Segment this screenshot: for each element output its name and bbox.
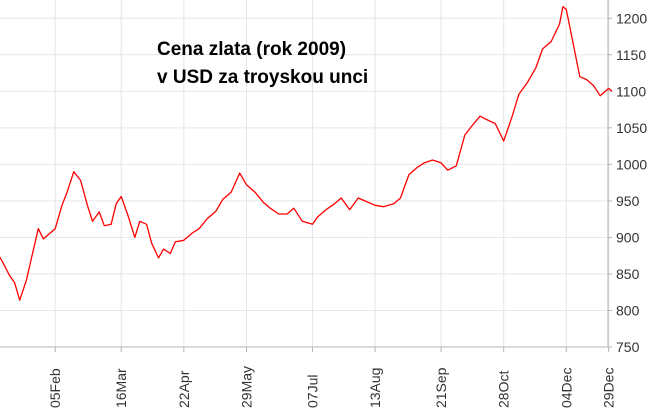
- y-tick-label: 950: [616, 193, 640, 209]
- x-tick-label: 13Aug: [367, 368, 383, 408]
- price-series: [0, 5, 613, 301]
- y-tick-label: 850: [616, 266, 640, 282]
- x-tick-label: 29Dec: [601, 368, 617, 408]
- axes: [0, 0, 612, 352]
- y-tick-label: 900: [616, 229, 640, 245]
- chart-subtitle: v USD za troyskou unci: [157, 67, 369, 88]
- y-tick-label: 750: [616, 339, 640, 355]
- x-tick-label: 05Feb: [47, 368, 63, 408]
- chart-title-block: Cena zlata (rok 2009) v USD za troyskou …: [157, 36, 368, 92]
- y-axis-ticks: 750 800 850 900 950 1000 1050 1100 1150 1200: [616, 10, 647, 355]
- y-tick-label: 1150: [616, 47, 646, 63]
- x-tick-label: 16Mar: [113, 368, 129, 408]
- x-axis-ticks: 05Feb 16Mar 22Apr 29May 07Jul 13Aug 21Sep 28Oct…: [47, 366, 616, 408]
- chart-title: Cena zlata (rok 2009): [157, 39, 347, 60]
- x-tick-label: 07Jul: [304, 375, 320, 408]
- y-tick-label: 1000: [616, 156, 647, 172]
- x-tick-label: 29May: [238, 366, 254, 408]
- x-tick-label: 21Sep: [433, 367, 449, 408]
- x-tick-label: 28Oct: [496, 371, 512, 408]
- y-tick-label: 1050: [616, 120, 647, 136]
- y-tick-label: 1100: [616, 83, 646, 99]
- grid: [0, 0, 610, 347]
- x-tick-label: 22Apr: [176, 370, 192, 408]
- price-line: [0, 5, 613, 301]
- y-tick-label: 800: [616, 302, 640, 318]
- x-tick-label: 04Dec: [558, 368, 574, 408]
- y-tick-label: 1200: [616, 10, 647, 26]
